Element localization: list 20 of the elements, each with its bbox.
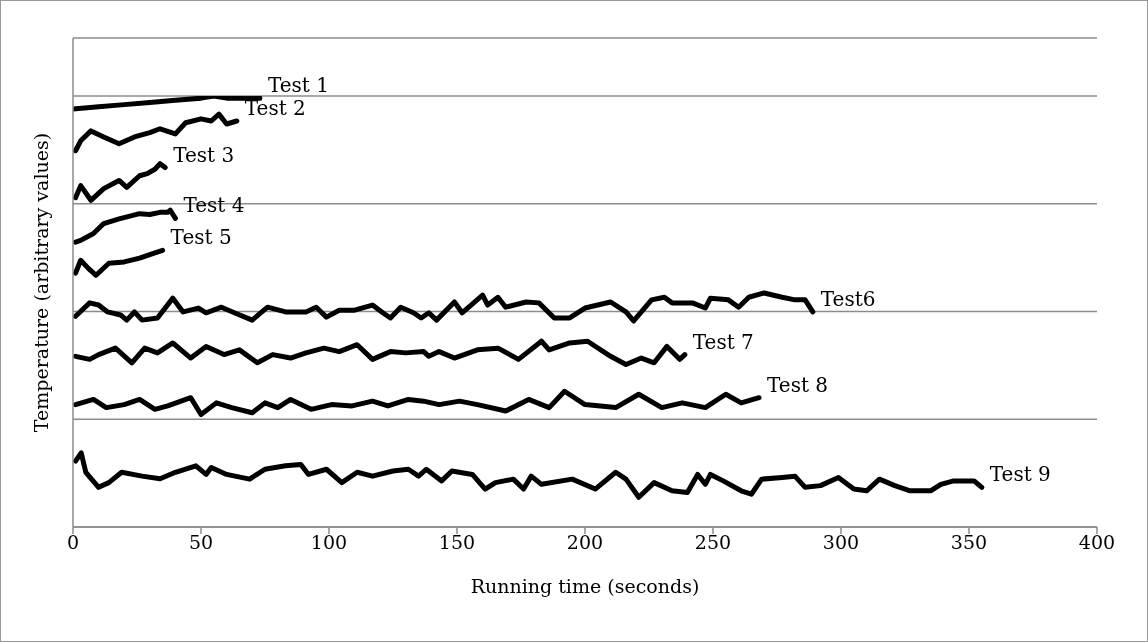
series-label: Test6 [820, 286, 876, 311]
series-label: Test 8 [767, 372, 829, 397]
x-tick-label: 100 [310, 531, 348, 554]
series-label: Test 2 [244, 96, 306, 120]
x-tick-label: 350 [950, 531, 988, 554]
x-tick-label: 0 [66, 531, 80, 554]
series-label: Test 4 [183, 193, 245, 218]
series-label: Test 1 [267, 73, 329, 98]
x-tick-label: 250 [694, 531, 732, 554]
x-tick-label: 200 [566, 531, 604, 554]
x-tick-label: 50 [188, 531, 214, 554]
series-label: Test 9 [989, 462, 1051, 487]
x-tick-label: 400 [1078, 531, 1116, 554]
x-tick-label: 150 [438, 531, 476, 554]
x-axis-title: Running time (seconds) [470, 575, 700, 597]
x-tick-label: 300 [822, 531, 860, 554]
series-label: Test 5 [170, 225, 232, 250]
series-label: Test 7 [692, 329, 754, 354]
series-label: Test 3 [173, 142, 235, 167]
y-axis-title: Temperature (arbitrary values) [29, 132, 52, 433]
